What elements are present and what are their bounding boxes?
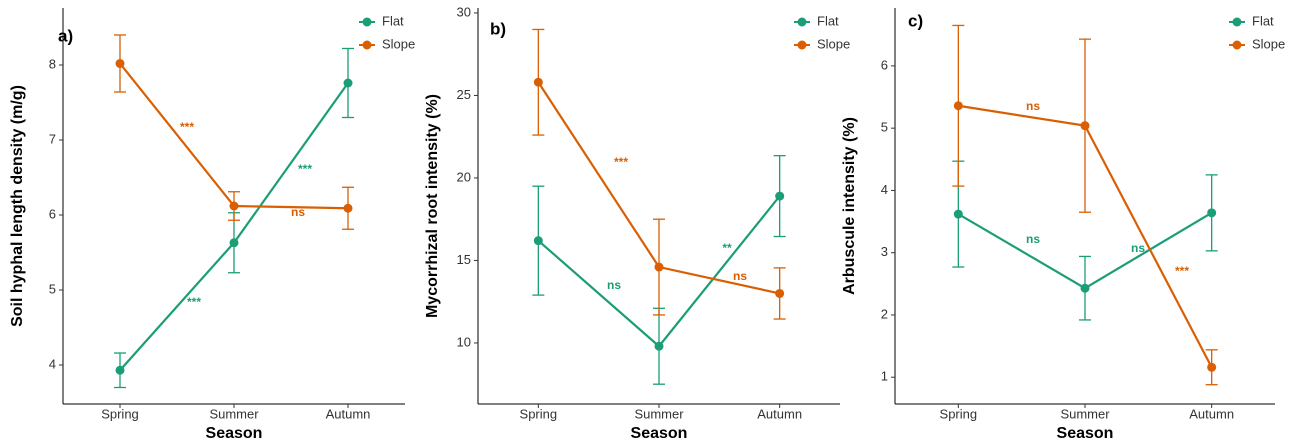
y-tick-label: 6 — [881, 57, 888, 72]
y-tick-label: 1 — [881, 369, 888, 384]
y-tick-label: 3 — [881, 244, 888, 259]
legend-marker — [1232, 17, 1242, 27]
point — [953, 209, 963, 219]
point — [115, 59, 125, 68]
y-tick-label: 4 — [49, 356, 56, 371]
y-axis-label: Soil hyphal length density (m/g) — [9, 85, 26, 327]
legend-label: Slope — [382, 36, 415, 51]
point — [1080, 121, 1090, 131]
annotation: *** — [298, 162, 312, 176]
panel-label: a) — [58, 26, 73, 45]
legend-label: Flat — [817, 13, 839, 28]
legend-marker — [362, 17, 372, 27]
point — [1207, 362, 1217, 372]
y-tick-label: 30 — [457, 4, 471, 19]
point — [343, 203, 353, 213]
annotation: ns — [291, 205, 305, 219]
point — [229, 201, 239, 211]
y-tick-label: 15 — [457, 252, 471, 267]
annotation: ns — [607, 278, 621, 292]
y-tick-label: 2 — [881, 306, 888, 321]
y-tick-label: 7 — [49, 131, 56, 146]
annotation: ns — [1026, 232, 1040, 246]
point — [654, 262, 664, 272]
annotation: *** — [180, 120, 194, 134]
point — [1080, 283, 1090, 293]
y-tick-label: 10 — [457, 334, 471, 349]
series-line — [119, 62, 349, 210]
y-tick-label: 20 — [457, 169, 471, 184]
y-tick-label: 6 — [49, 206, 56, 221]
annotation: ** — [722, 241, 732, 255]
legend-label: Flat — [382, 13, 404, 28]
legend-label: Flat — [1252, 13, 1274, 28]
point — [343, 78, 353, 88]
point — [654, 341, 664, 351]
legend-marker — [797, 17, 807, 27]
x-tick-label: Autumn — [326, 406, 371, 421]
y-tick-label: 8 — [49, 56, 56, 71]
annotation: ns — [1131, 241, 1145, 255]
legend-marker — [1232, 40, 1242, 50]
x-tick-label: Spring — [940, 406, 978, 421]
x-tick-label: Summer — [634, 406, 684, 421]
legend-label: Slope — [817, 36, 850, 51]
legend-label: Slope — [1252, 36, 1285, 51]
point — [775, 288, 785, 298]
panel-label: c) — [908, 11, 923, 30]
point — [115, 365, 125, 375]
y-tick-label: 5 — [49, 281, 56, 296]
y-tick-label: 5 — [881, 120, 888, 135]
point — [953, 101, 963, 111]
x-tick-label: Spring — [101, 406, 139, 421]
point — [229, 238, 239, 248]
y-tick-label: 25 — [457, 87, 471, 102]
point — [533, 236, 543, 246]
point — [533, 77, 543, 87]
panel-label: b) — [490, 19, 506, 38]
x-tick-label: Autumn — [1189, 406, 1234, 421]
x-tick-label: Summer — [209, 406, 259, 421]
x-axis-label: Season — [1057, 425, 1114, 442]
annotation: *** — [1175, 264, 1189, 278]
point — [775, 191, 785, 201]
x-tick-label: Summer — [1060, 406, 1110, 421]
x-axis-label: Season — [631, 425, 688, 442]
legend-marker — [362, 40, 372, 50]
y-axis-label: Arbuscule intensity (%) — [841, 117, 858, 295]
annotation: ns — [1026, 99, 1040, 113]
legend-marker — [797, 40, 807, 50]
y-axis-label: Mycorrhizal root intensity (%) — [424, 94, 441, 318]
annotation: *** — [614, 155, 628, 169]
annotation: *** — [187, 295, 201, 309]
x-tick-label: Autumn — [757, 406, 802, 421]
point — [1207, 208, 1217, 218]
annotation: ns — [733, 269, 747, 283]
x-axis-label: Season — [206, 425, 263, 442]
y-tick-label: 4 — [881, 182, 888, 197]
x-tick-label: Spring — [520, 406, 558, 421]
